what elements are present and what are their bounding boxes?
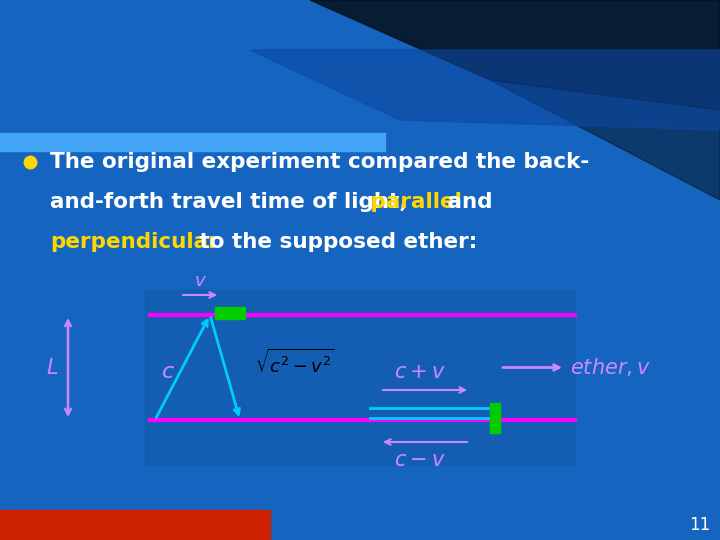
Bar <box>0 133 385 151</box>
Text: parallel: parallel <box>363 192 462 212</box>
Polygon shape <box>490 80 720 200</box>
Text: and: and <box>440 192 492 212</box>
Text: perpendicular: perpendicular <box>50 232 219 252</box>
Text: The original experiment compared the back-: The original experiment compared the bac… <box>50 152 589 172</box>
Bar <box>0 510 270 540</box>
Bar <box>215 307 245 319</box>
Text: and-forth travel time of light,: and-forth travel time of light, <box>50 192 408 212</box>
Polygon shape <box>250 50 720 130</box>
Text: $c-v$: $c-v$ <box>394 450 446 470</box>
Text: $c$: $c$ <box>161 362 175 382</box>
Text: to the supposed ether:: to the supposed ether: <box>192 232 477 252</box>
Text: $c+v$: $c+v$ <box>394 362 446 382</box>
Polygon shape <box>310 0 720 110</box>
Text: $L$: $L$ <box>46 357 58 377</box>
Bar <box>145 290 575 465</box>
Text: $ether, v$: $ether, v$ <box>570 356 651 379</box>
Text: 11: 11 <box>689 516 711 534</box>
Bar <box>490 403 500 433</box>
Text: $\sqrt{c^2-v^2}$: $\sqrt{c^2-v^2}$ <box>255 348 335 377</box>
Text: $v$: $v$ <box>194 272 207 290</box>
